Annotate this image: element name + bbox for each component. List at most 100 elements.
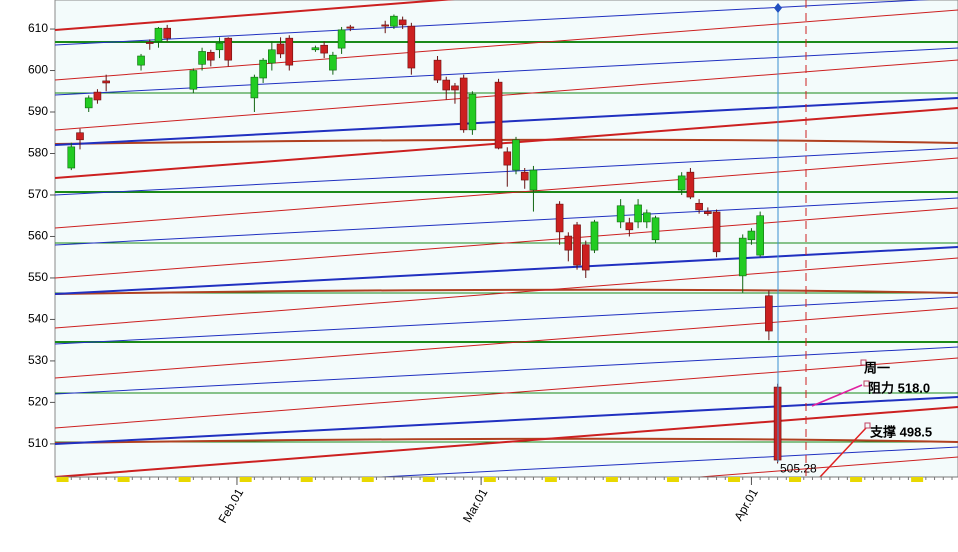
- candle-body: [198, 51, 206, 65]
- candles: 505.28: [67, 14, 817, 476]
- candle-body: [189, 70, 198, 90]
- week-marker: [239, 477, 252, 482]
- candle-body: [573, 224, 581, 266]
- week-marker: [117, 477, 130, 482]
- candle-body: [207, 51, 215, 61]
- candle-body: [433, 59, 442, 81]
- week-marker: [483, 477, 496, 482]
- channel-line: [55, 396, 958, 445]
- y-tick-label: 590: [28, 104, 48, 118]
- channel-line: [55, 157, 958, 229]
- candle-body: [590, 221, 599, 251]
- candle-body: [555, 203, 564, 233]
- candle-body: [642, 212, 651, 223]
- plot-area: [54, 0, 958, 478]
- candle-body: [704, 211, 712, 214]
- candle-body: [581, 244, 590, 271]
- candle-body: [625, 222, 634, 231]
- channel-line: [55, 147, 958, 196]
- channel-line: [55, 107, 958, 179]
- candle-body: [84, 97, 93, 109]
- candle-body: [756, 215, 764, 256]
- candle-body: [76, 132, 84, 141]
- candle-body: [311, 47, 320, 51]
- candle-body: [67, 146, 76, 169]
- annotation-marker: [860, 359, 867, 366]
- channel-line: [55, 357, 958, 429]
- channel-line: [55, 197, 958, 246]
- channel-line: [55, 257, 958, 329]
- candle-body: [145, 42, 154, 44]
- cursor-marker: [774, 3, 782, 13]
- y-tick-label: 520: [28, 395, 48, 409]
- candle-body: [285, 37, 294, 66]
- channel-line: [55, 9, 958, 81]
- annotation: 周一: [864, 360, 890, 375]
- candle-body: [634, 204, 642, 223]
- y-tick-label: 530: [28, 353, 48, 367]
- candle-body: [259, 59, 267, 79]
- candle-body: [224, 37, 233, 61]
- annotation-marker: [864, 422, 871, 429]
- candle-body: [102, 80, 110, 84]
- y-tick-label: 560: [28, 229, 48, 243]
- channel-line: [55, 97, 958, 146]
- support-pointer: [819, 427, 867, 478]
- candle-body: [337, 29, 346, 49]
- candle-body: [268, 49, 276, 64]
- channel-line: [55, 246, 958, 295]
- y-tick-label: 610: [28, 21, 48, 35]
- y-tick-label: 580: [28, 146, 48, 160]
- candle-body: [712, 211, 721, 253]
- candle-body: [163, 27, 171, 39]
- candle-body: [677, 175, 686, 191]
- week-marker: [544, 477, 557, 482]
- candle-body: [459, 77, 468, 131]
- week-marker: [361, 477, 374, 482]
- channel-line: [55, 346, 958, 395]
- candle-body: [381, 24, 390, 27]
- candle-body: [442, 79, 451, 91]
- candle-body: [686, 171, 695, 198]
- channel-line: [55, 47, 958, 96]
- channel-line: [371, 446, 958, 477]
- week-marker: [728, 477, 740, 482]
- resistance-pointer: [811, 384, 863, 407]
- candle-body: [154, 27, 163, 42]
- candle-body: [738, 237, 747, 277]
- candle-body: [93, 91, 102, 101]
- channel-line: [55, 296, 958, 345]
- candle-body: [215, 42, 224, 51]
- candle-body: [398, 19, 407, 26]
- channel-line: [55, 307, 958, 379]
- candle-body: [503, 151, 512, 166]
- candle-body: [512, 139, 520, 171]
- y-tick-label: 550: [28, 270, 48, 284]
- week-marker: [56, 477, 69, 482]
- channel-line: [55, 0, 930, 46]
- candle-body: [346, 26, 355, 29]
- candle-body: [520, 171, 529, 181]
- y-tick-label: 570: [28, 187, 48, 201]
- candle-body: [747, 230, 756, 241]
- candle-body: [695, 202, 703, 211]
- candle-body: [468, 93, 477, 131]
- candle-body: [407, 25, 416, 69]
- candle-body: [564, 235, 573, 251]
- channel-line: [55, 406, 958, 477]
- candle-body: [765, 295, 773, 332]
- y-tick-label: 510: [28, 436, 48, 450]
- week-marker: [605, 477, 618, 482]
- candle-body: [320, 44, 328, 54]
- candle-body: [329, 54, 337, 71]
- annotation-marker: [863, 380, 870, 387]
- channel-line: [55, 59, 958, 131]
- candle-body: [616, 205, 625, 223]
- x-tick-label: Apr.01: [731, 486, 761, 523]
- candle-body: [529, 169, 538, 191]
- price-tag: 505.28: [780, 462, 817, 476]
- channel-line: [55, 207, 958, 279]
- candle-body: [137, 55, 145, 66]
- x-tick-label: Feb.01: [216, 486, 247, 526]
